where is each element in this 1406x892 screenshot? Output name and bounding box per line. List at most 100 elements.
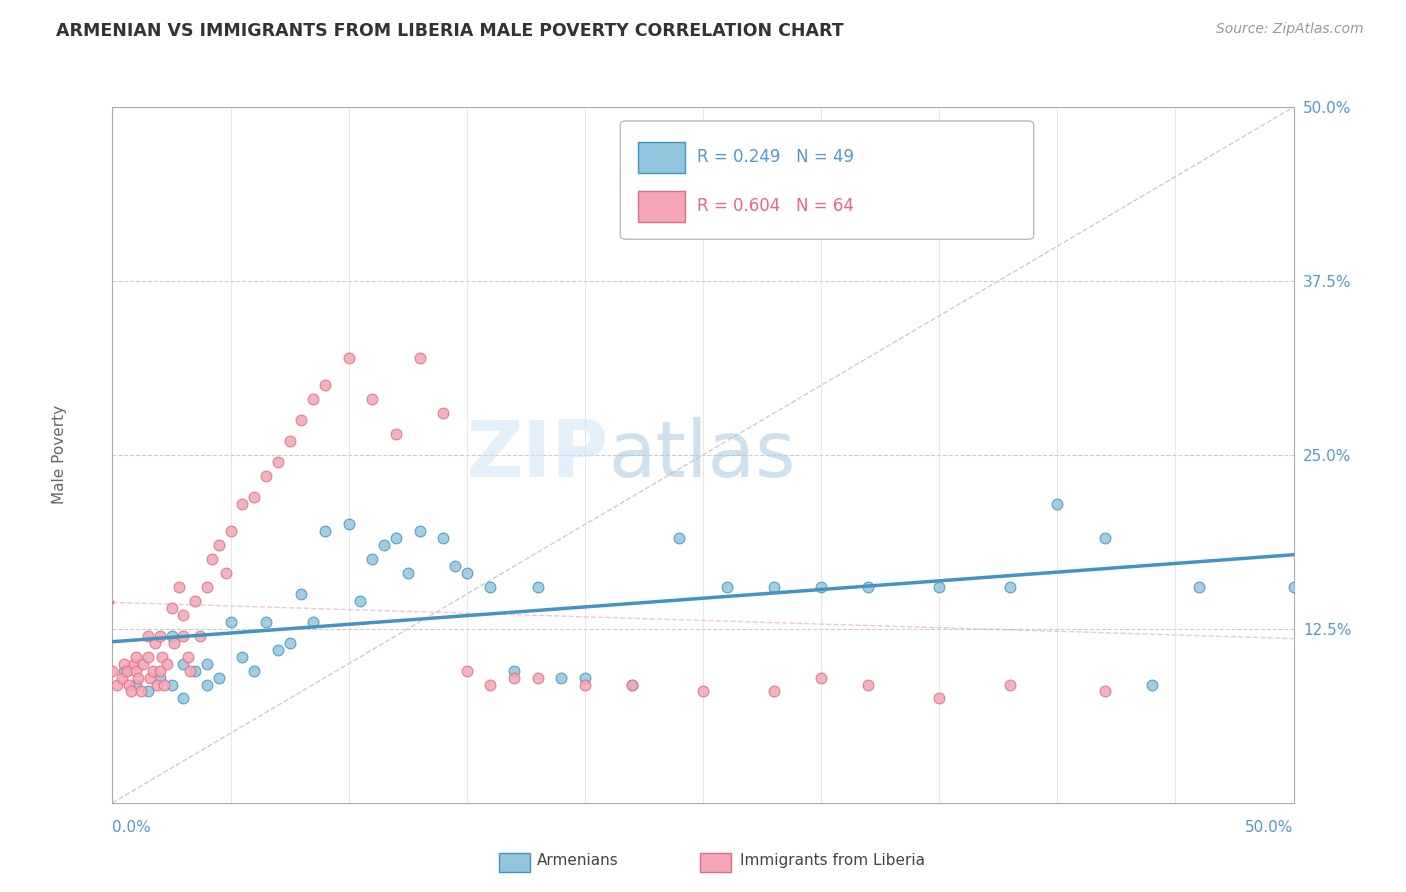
Point bbox=[267, 455, 290, 469]
Point bbox=[129, 684, 152, 698]
Point bbox=[621, 677, 644, 691]
Point bbox=[156, 657, 179, 671]
Text: 50.0%: 50.0% bbox=[1246, 821, 1294, 835]
Point bbox=[115, 664, 138, 678]
Point bbox=[122, 657, 145, 671]
Text: ARMENIAN VS IMMIGRANTS FROM LIBERIA MALE POVERTY CORRELATION CHART: ARMENIAN VS IMMIGRANTS FROM LIBERIA MALE… bbox=[56, 22, 844, 40]
Point bbox=[136, 649, 159, 664]
Point bbox=[201, 552, 224, 566]
Point bbox=[290, 413, 312, 427]
Point bbox=[149, 671, 172, 685]
Text: Immigrants from Liberia: Immigrants from Liberia bbox=[740, 854, 925, 868]
Point bbox=[432, 532, 454, 546]
Point bbox=[132, 657, 155, 671]
Point bbox=[231, 497, 253, 511]
Point bbox=[1094, 532, 1116, 546]
Point bbox=[125, 664, 148, 678]
Point bbox=[142, 664, 165, 678]
Point bbox=[150, 649, 173, 664]
Text: atlas: atlas bbox=[609, 417, 796, 493]
Point bbox=[290, 587, 312, 601]
Point bbox=[177, 649, 200, 664]
Point bbox=[692, 684, 714, 698]
Point bbox=[172, 691, 194, 706]
Point bbox=[444, 559, 467, 574]
Point bbox=[432, 406, 454, 420]
Point bbox=[125, 649, 148, 664]
Point bbox=[120, 684, 142, 698]
Point bbox=[219, 524, 242, 539]
Point bbox=[125, 677, 148, 691]
Point bbox=[361, 552, 384, 566]
Point bbox=[396, 566, 419, 581]
Point bbox=[762, 580, 785, 594]
Point bbox=[243, 664, 266, 678]
Point bbox=[167, 580, 190, 594]
Point bbox=[278, 434, 301, 448]
Point bbox=[1188, 580, 1211, 594]
Point bbox=[668, 532, 690, 546]
Point bbox=[195, 580, 218, 594]
Point bbox=[101, 664, 124, 678]
Point bbox=[136, 684, 159, 698]
Point bbox=[762, 684, 785, 698]
Point bbox=[1046, 497, 1069, 511]
Point bbox=[349, 594, 371, 608]
Point bbox=[179, 664, 201, 678]
Point bbox=[858, 677, 880, 691]
Text: Armenians: Armenians bbox=[537, 854, 619, 868]
Point bbox=[208, 671, 231, 685]
Point bbox=[112, 657, 135, 671]
Point bbox=[503, 664, 526, 678]
FancyBboxPatch shape bbox=[620, 121, 1033, 239]
Point bbox=[172, 657, 194, 671]
Text: R = 0.249   N = 49: R = 0.249 N = 49 bbox=[697, 148, 853, 166]
Point bbox=[118, 677, 141, 691]
Point bbox=[136, 629, 159, 643]
Point bbox=[105, 677, 128, 691]
Point bbox=[160, 601, 183, 615]
Text: Source: ZipAtlas.com: Source: ZipAtlas.com bbox=[1216, 22, 1364, 37]
Point bbox=[184, 594, 207, 608]
Point bbox=[139, 671, 162, 685]
Text: Male Poverty: Male Poverty bbox=[52, 405, 67, 505]
Text: R = 0.604   N = 64: R = 0.604 N = 64 bbox=[697, 197, 853, 215]
Point bbox=[149, 664, 172, 678]
Point bbox=[195, 677, 218, 691]
Point bbox=[550, 671, 572, 685]
Point bbox=[172, 607, 194, 622]
Point bbox=[215, 566, 238, 581]
Point bbox=[160, 677, 183, 691]
Point bbox=[153, 677, 176, 691]
Point bbox=[526, 580, 548, 594]
Point bbox=[111, 671, 134, 685]
Point bbox=[1140, 677, 1163, 691]
Point bbox=[143, 636, 166, 650]
Point bbox=[314, 524, 336, 539]
Point bbox=[163, 636, 186, 650]
Point bbox=[219, 615, 242, 629]
Point bbox=[184, 664, 207, 678]
Point bbox=[337, 517, 360, 532]
Bar bbox=[638, 191, 685, 222]
Point bbox=[208, 538, 231, 552]
Point bbox=[314, 378, 336, 392]
Point bbox=[361, 392, 384, 407]
Point bbox=[112, 664, 135, 678]
Point bbox=[385, 427, 408, 442]
Point bbox=[1094, 684, 1116, 698]
Point bbox=[385, 532, 408, 546]
Point bbox=[254, 468, 277, 483]
Point bbox=[243, 490, 266, 504]
Bar bbox=[638, 142, 685, 173]
Point bbox=[928, 691, 950, 706]
Point bbox=[858, 580, 880, 594]
Point bbox=[998, 677, 1021, 691]
Text: ZIP: ZIP bbox=[467, 417, 609, 493]
Point bbox=[479, 677, 502, 691]
Point bbox=[172, 629, 194, 643]
Point bbox=[149, 629, 172, 643]
Point bbox=[337, 351, 360, 365]
Point bbox=[408, 524, 430, 539]
Point bbox=[188, 629, 211, 643]
